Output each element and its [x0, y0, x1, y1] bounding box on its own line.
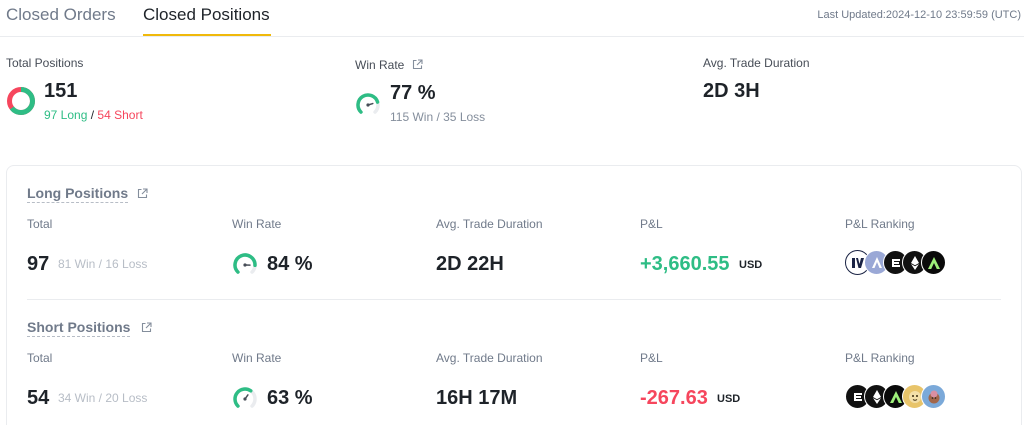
short-positions-title[interactable]: Short Positions	[27, 319, 131, 337]
short-win-rate-value: 63 %	[267, 387, 313, 409]
external-link-icon[interactable]	[137, 188, 148, 199]
total-positions-value: 151	[44, 80, 78, 102]
win-rate-label: Win Rate	[355, 58, 405, 72]
tab-closed-positions[interactable]: Closed Positions	[143, 5, 270, 24]
avg-duration-value: 2D 3H	[703, 80, 760, 102]
long-avg-duration-value: 2D 22H	[436, 253, 504, 275]
long-win-rate-value: 84 %	[267, 253, 313, 275]
long-pnl-label: P&L	[640, 217, 663, 231]
long-ranking-label: P&L Ranking	[845, 217, 915, 231]
short-avg-duration-value: 16H 17M	[436, 387, 518, 409]
win-rate-header[interactable]: Win Rate	[355, 58, 423, 72]
win-rate-gauge-icon	[356, 93, 380, 114]
long-win-rate-label: Win Rate	[232, 217, 282, 231]
avg-duration-label: Avg. Trade Duration	[703, 56, 810, 70]
short-win-rate-label: Win Rate	[232, 351, 282, 365]
short-win-loss: 34 Win / 20 Loss	[58, 391, 148, 405]
long-pnl-value: +3,660.55	[640, 253, 730, 275]
long-count: 97 Long	[44, 108, 88, 122]
long-win-loss: 81 Win / 16 Loss	[58, 257, 148, 271]
long-win-rate-gauge-icon	[233, 253, 257, 274]
tab-closed-orders[interactable]: Closed Orders	[6, 5, 116, 24]
short-win-rate-gauge-icon	[233, 387, 257, 408]
long-total-label: Total	[27, 217, 53, 231]
short-positions-title-text: Short Positions	[27, 319, 131, 335]
short-pnl-currency: USD	[717, 393, 741, 405]
token-aevo-icon[interactable]	[921, 250, 946, 275]
short-ranking-label: P&L Ranking	[845, 351, 915, 365]
short-count: 54 Short	[97, 108, 143, 122]
external-link-icon[interactable]	[412, 59, 423, 70]
long-ranking-icons	[845, 250, 965, 276]
short-pnl-label: P&L	[640, 351, 663, 365]
short-total-value: 54	[27, 387, 50, 409]
token-wif-icon[interactable]	[921, 384, 946, 409]
long-short-ratio-ring	[7, 87, 35, 115]
short-avg-duration-label: Avg. Trade Duration	[436, 351, 543, 365]
long-positions-title-text: Long Positions	[27, 185, 129, 201]
long-positions-title[interactable]: Long Positions	[27, 185, 129, 203]
win-loss-summary: 115 Win / 35 Loss	[390, 110, 486, 124]
tab-bar: Closed Orders Closed Positions Last Upda…	[0, 0, 1024, 37]
breakdown-separator: /	[90, 108, 95, 122]
win-rate-value: 77 %	[390, 82, 436, 104]
active-tab-indicator	[143, 34, 271, 36]
long-pnl-currency: USD	[739, 259, 763, 271]
short-total-label: Total	[27, 351, 53, 365]
short-pnl-value: -267.63	[640, 387, 708, 409]
positions-breakdown-card: Long Positions Total 97 81 Win / 16 Loss…	[6, 165, 1022, 425]
long-total-value: 97	[27, 253, 50, 275]
total-positions-label: Total Positions	[6, 56, 84, 70]
long-short-breakdown: 97 Long / 54 Short	[44, 108, 143, 122]
short-ranking-icons	[845, 384, 965, 410]
external-link-icon[interactable]	[141, 322, 152, 333]
long-avg-duration-label: Avg. Trade Duration	[436, 217, 543, 231]
section-divider	[27, 299, 1001, 300]
last-updated-text: Last Updated:2024-12-10 23:59:59 (UTC)	[817, 9, 1021, 21]
